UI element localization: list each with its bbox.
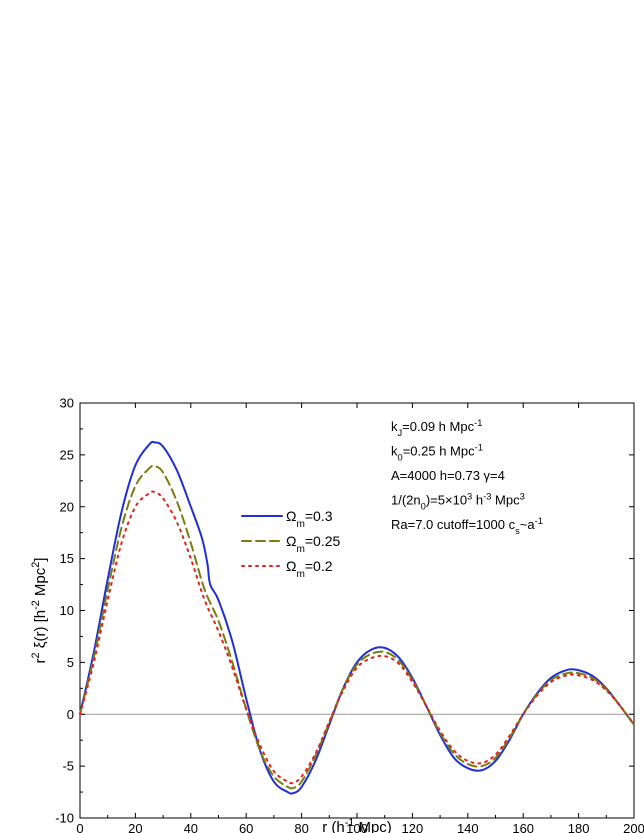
text-run: 2 bbox=[30, 652, 42, 658]
series-lines bbox=[79, 440, 635, 795]
annotation-line-0: kJ=0.09 h Mpc-1 bbox=[391, 418, 482, 438]
text-run: m bbox=[296, 569, 304, 580]
text-run: Mpc) bbox=[354, 819, 392, 833]
text-run: J bbox=[398, 428, 403, 438]
text-run: =0.3 bbox=[305, 508, 333, 524]
x-axis-title: r (h-1 Mpc) bbox=[322, 817, 392, 833]
legend-label-2: Ωm=0.2 bbox=[286, 558, 333, 580]
x-tick-label: 80 bbox=[294, 821, 308, 833]
text-run: -1 bbox=[535, 516, 543, 526]
x-tick-label: 100 bbox=[346, 821, 368, 833]
text-run: 2 bbox=[30, 562, 42, 568]
text-run: ] bbox=[32, 558, 49, 562]
text-run: =0.25 h Mpc bbox=[403, 444, 475, 459]
y-tick-label: 5 bbox=[67, 655, 74, 670]
text-run: -1 bbox=[475, 443, 483, 453]
text-run: -1 bbox=[474, 418, 482, 428]
x-tick-label: 160 bbox=[512, 821, 534, 833]
series-line-2 bbox=[79, 490, 635, 785]
series-line-0 bbox=[79, 440, 635, 795]
annotation-line-2: A=4000 h=0.73 γ=4 bbox=[391, 468, 505, 483]
y-tick-label: 10 bbox=[60, 603, 74, 618]
annotation-line-4: Ra=7.0 cutoff=1000 cs~a-1 bbox=[391, 516, 543, 536]
text-run: -3 bbox=[483, 492, 491, 502]
y-tick-label: 0 bbox=[67, 707, 74, 722]
text-run: 3 bbox=[467, 492, 472, 502]
plot-area-border bbox=[79, 402, 635, 819]
plot-frame bbox=[79, 402, 635, 819]
text-run: )=5×10 bbox=[426, 493, 467, 508]
text-run: h bbox=[472, 493, 483, 508]
y-tick-label: -5 bbox=[62, 759, 74, 774]
text-run: =0.25 bbox=[305, 533, 341, 549]
text-run: m bbox=[296, 519, 304, 530]
text-run: m bbox=[296, 544, 304, 555]
x-tick-label: 20 bbox=[128, 821, 142, 833]
series-line-1 bbox=[79, 464, 635, 790]
text-run: Ω bbox=[286, 533, 296, 549]
legend-label-1: Ωm=0.25 bbox=[286, 533, 341, 555]
text-run: s bbox=[515, 526, 520, 536]
legend-label-0: Ωm=0.3 bbox=[286, 508, 333, 530]
y-tick-label: 25 bbox=[60, 447, 74, 462]
y-axis-title: r2 ξ(r) [h-2 Mpc2] bbox=[30, 558, 49, 664]
y-tick-label: 15 bbox=[60, 551, 74, 566]
text-run: -1 bbox=[345, 817, 355, 829]
text-run: Ra=7.0 cutoff=1000 c bbox=[391, 517, 516, 532]
x-tick-label: 180 bbox=[568, 821, 590, 833]
text-run: r (h bbox=[322, 819, 345, 833]
text-run: 3 bbox=[520, 492, 525, 502]
text-run: =0.09 h Mpc bbox=[402, 419, 474, 434]
x-tick-label: 60 bbox=[239, 821, 253, 833]
text-run: k bbox=[391, 444, 398, 459]
text-run: 1/(2n bbox=[391, 493, 421, 508]
y-tick-label: 20 bbox=[60, 499, 74, 514]
x-tick-label: 140 bbox=[457, 821, 479, 833]
text-run: 0 bbox=[421, 502, 426, 512]
text-run: r bbox=[32, 658, 49, 663]
text-run: Mpc bbox=[32, 567, 49, 600]
text-run: ~a bbox=[520, 517, 536, 532]
annotation-line-3: 1/(2n0)=5×103 h-3 Mpc3 bbox=[391, 492, 525, 512]
text-run: Ω bbox=[286, 508, 296, 524]
x-tick-label: 0 bbox=[76, 821, 83, 833]
text-run: Mpc bbox=[491, 493, 520, 508]
annotation-line-1: k0=0.25 h Mpc-1 bbox=[391, 443, 483, 463]
y-tick-label: -10 bbox=[55, 811, 74, 826]
axis-titles: r (h-1 Mpc)r2 ξ(r) [h-2 Mpc2] bbox=[30, 558, 392, 833]
text-run: A=4000 h=0.73 γ=4 bbox=[391, 468, 505, 483]
text-run: -2 bbox=[30, 600, 42, 610]
x-tick-label: 40 bbox=[184, 821, 198, 833]
text-run: =0.2 bbox=[305, 558, 333, 574]
text-run: 0 bbox=[398, 453, 403, 463]
x-tick-label: 120 bbox=[402, 821, 424, 833]
annotations: kJ=0.09 h Mpc-1k0=0.25 h Mpc-1A=4000 h=0… bbox=[391, 418, 543, 536]
text-run: ξ(r) [h bbox=[32, 610, 49, 653]
y-tick-label: 30 bbox=[60, 396, 74, 411]
text-run: Ω bbox=[286, 558, 296, 574]
x-tick-label: 200 bbox=[623, 821, 644, 833]
text-run: k bbox=[391, 419, 398, 434]
axis-ticks: 0 20 40 60 80 100 120 140 160 180 200-10-505101520… bbox=[55, 396, 644, 833]
